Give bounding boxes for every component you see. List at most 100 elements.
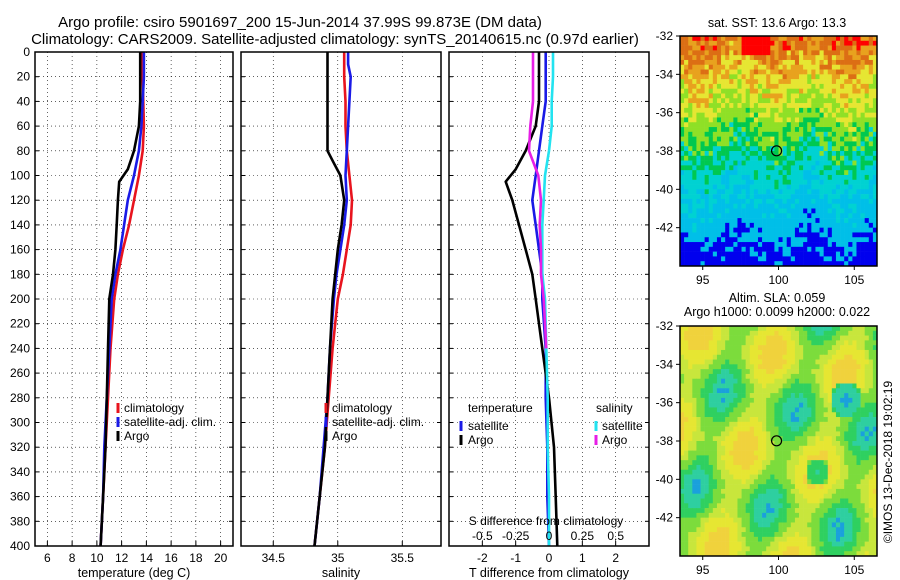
map-cell (835, 203, 841, 209)
map-cell (749, 551, 755, 557)
map-cell (766, 397, 771, 403)
map-cell (860, 345, 865, 351)
map-cell (692, 402, 697, 408)
map-cell (823, 179, 829, 185)
map-cell (700, 79, 705, 85)
map-cell (835, 484, 841, 490)
map-cell (757, 45, 763, 51)
map-cell (725, 141, 730, 147)
map-cell (716, 237, 722, 243)
map-cell (721, 474, 726, 480)
map-cell (782, 179, 787, 185)
x-tick-label-4: 14 (140, 551, 154, 565)
map-cell (823, 256, 829, 262)
map-cell (811, 445, 816, 451)
map-cell (721, 359, 726, 365)
map-cell (831, 146, 837, 152)
map-cell (774, 103, 779, 109)
map-cell (749, 340, 755, 346)
map-cell (872, 170, 878, 176)
map-cell (749, 122, 755, 128)
map-cell (692, 464, 697, 471)
map-cell (807, 131, 812, 137)
map-cell (864, 479, 870, 485)
map-cell (868, 330, 874, 336)
map-cell (712, 460, 718, 466)
map-cell (770, 330, 775, 336)
map-cell (811, 98, 816, 104)
map-cell (712, 45, 718, 51)
map-cell (688, 508, 693, 514)
map-cell (745, 335, 751, 341)
map-cell (807, 373, 812, 380)
map-cell (831, 388, 837, 394)
map-cell (782, 373, 787, 380)
map-cell (725, 354, 730, 360)
map-cell (684, 536, 689, 542)
map-cell (794, 460, 800, 466)
map-cell (741, 131, 746, 137)
map-cell (749, 326, 755, 332)
map-cell (774, 431, 779, 437)
map-cell (803, 69, 808, 75)
map-cell (733, 122, 738, 128)
map-cell (782, 388, 787, 394)
map-cell (766, 222, 771, 228)
map-cell (725, 198, 730, 205)
map-cell (737, 251, 742, 257)
map-cell (819, 541, 824, 547)
map-cell (774, 107, 779, 113)
map-cell (823, 141, 829, 147)
map-cell (684, 436, 689, 442)
map-cell (712, 160, 718, 166)
map-cell (852, 522, 857, 528)
map-cell (757, 378, 763, 384)
map-cell (790, 184, 796, 190)
map-cell (807, 541, 812, 547)
map-cell (757, 107, 763, 113)
map-cell (700, 45, 705, 51)
depth-tick-label-11: 220 (10, 317, 30, 331)
map-cell (733, 256, 738, 262)
map-cell (757, 127, 763, 133)
map-cell (741, 208, 746, 214)
map-cell (819, 79, 824, 85)
map-cell (794, 455, 800, 461)
map-cell (848, 402, 853, 408)
map-cell (762, 345, 767, 351)
map-cell (811, 237, 816, 243)
map-cell (864, 55, 870, 61)
map-cell (708, 479, 714, 485)
map-cell (835, 74, 841, 80)
map-cell (819, 40, 824, 46)
map-cell (856, 488, 861, 495)
map-cell (708, 369, 714, 375)
map-cell (696, 136, 701, 142)
map-cell (721, 93, 726, 99)
map-cell (848, 488, 853, 495)
map-cell (823, 417, 829, 423)
map-cell (716, 345, 722, 351)
map-cell (692, 335, 697, 341)
map-cell (684, 431, 689, 437)
map-cell (721, 349, 726, 356)
map-cell (827, 50, 833, 56)
map-cell (684, 522, 689, 528)
map-cell (778, 532, 783, 538)
map-cell (704, 541, 710, 547)
map-cell (778, 349, 783, 356)
map-cell (741, 55, 746, 61)
map-cell (741, 431, 746, 437)
map-cell (684, 450, 689, 456)
map-cell (794, 251, 800, 257)
map-cell (729, 36, 734, 42)
map-cell (799, 251, 804, 257)
map-cell (721, 445, 726, 451)
map-cell (708, 517, 714, 523)
map-cell (737, 479, 742, 485)
map-cell (794, 450, 800, 456)
map-cell (770, 335, 775, 341)
map-cell (770, 326, 775, 332)
map-cell (827, 326, 833, 332)
map-cell (864, 122, 870, 128)
